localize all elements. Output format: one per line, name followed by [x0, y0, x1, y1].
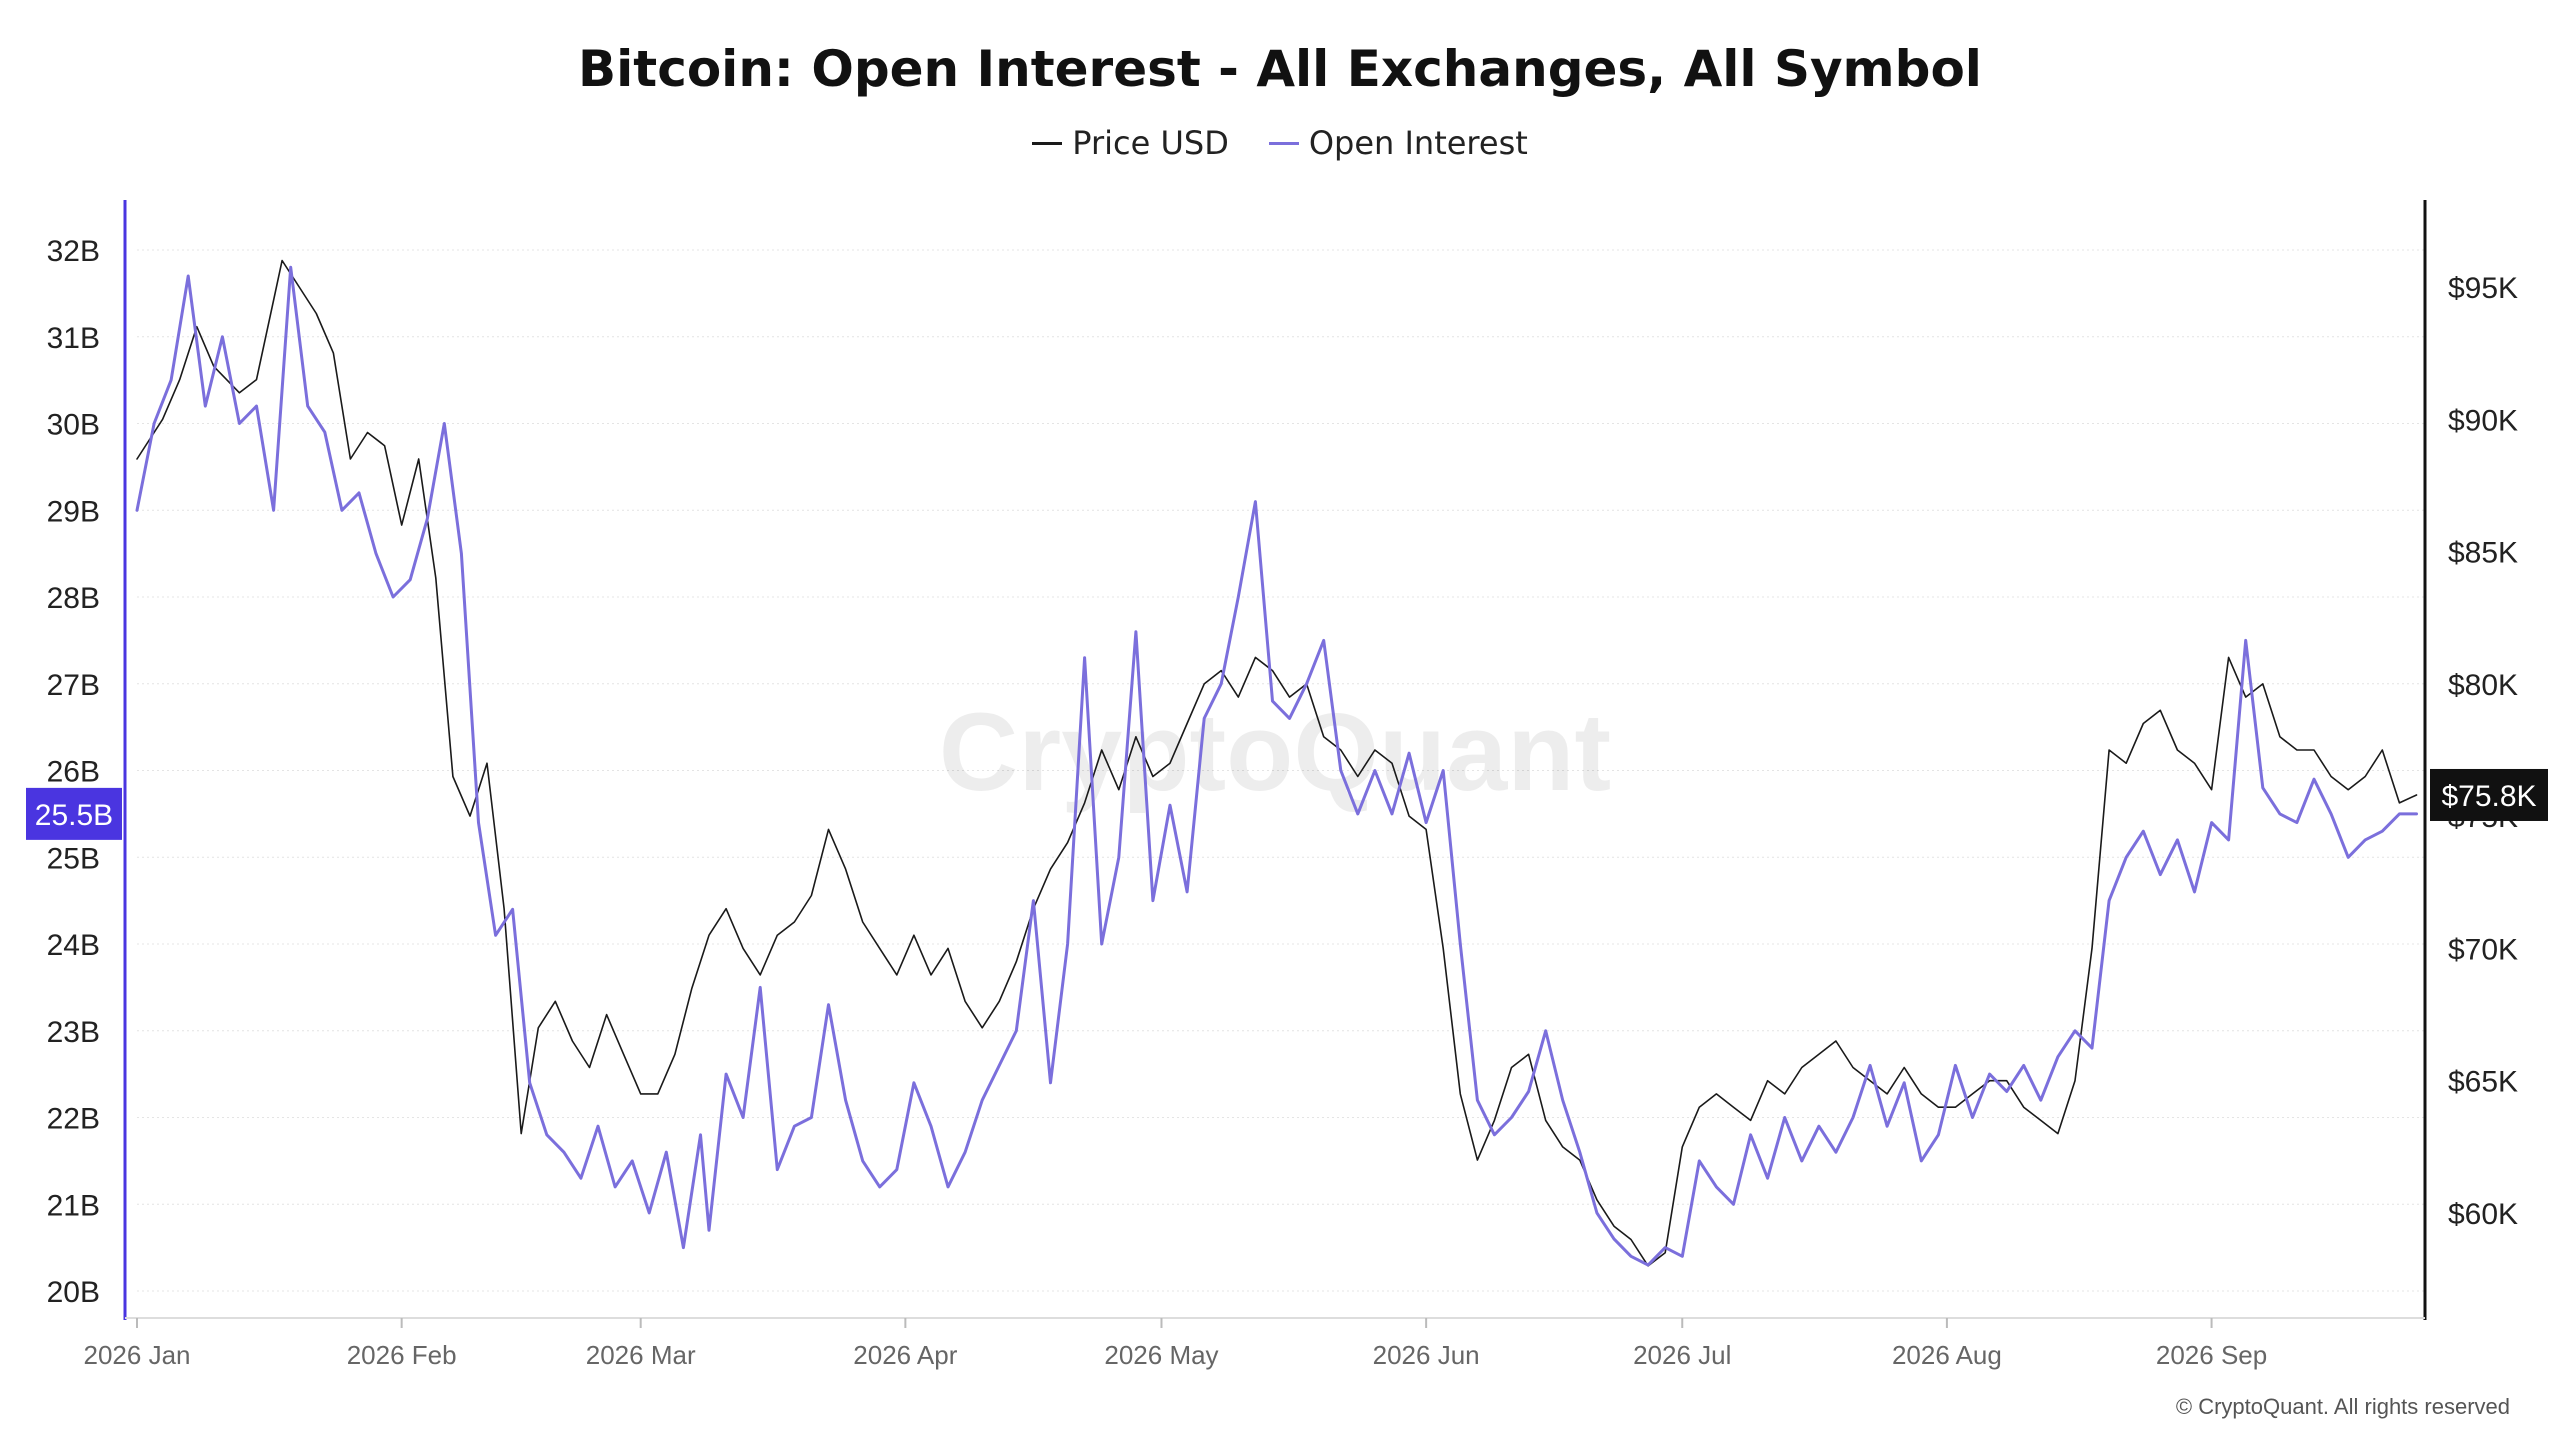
right-tick-label: $65K — [2448, 1066, 2518, 1099]
open-interest-line — [135, 265, 2418, 1267]
right-tick-label: $90K — [2448, 404, 2518, 437]
left-tick-label: 29B — [47, 495, 100, 528]
series-layer — [135, 259, 2418, 1267]
right-current-badge-bg — [2430, 768, 2548, 821]
left-tick-label: 32B — [47, 235, 100, 268]
x-tick-label: 2026 May — [1104, 1340, 1218, 1370]
left-tick-label: 22B — [47, 1103, 100, 1136]
x-tick-label: 2026 Mar — [586, 1340, 696, 1370]
legend-swatch-price — [1032, 141, 1063, 145]
x-tick-label: 2026 Feb — [347, 1340, 457, 1370]
left-tick-label: 23B — [47, 1016, 100, 1049]
left-tick-label: 24B — [47, 929, 100, 962]
right-tick-label: $80K — [2448, 669, 2518, 702]
left-tick-label: 31B — [47, 322, 100, 355]
left-tick-label: 21B — [47, 1189, 100, 1222]
chart-title: Bitcoin: Open Interest - All Exchanges, … — [578, 40, 1982, 98]
legend: Price USD Open Interest — [0, 124, 2560, 162]
left-tick-label: 26B — [47, 756, 100, 789]
x-tick-label: 2026 Jan — [84, 1340, 191, 1370]
x-tick-label: 2026 Jul — [1633, 1340, 1731, 1370]
copyright-notice: © CryptoQuant. All rights reserved — [2175, 1394, 2510, 1419]
watermark: CryptoQuant — [939, 691, 1611, 814]
legend-label-open-interest: Open Interest — [1308, 124, 1528, 162]
x-tick-label: 2026 Sep — [2156, 1340, 2267, 1370]
price-usd-line — [136, 259, 2418, 1267]
legend-swatch-open-interest — [1268, 141, 1299, 145]
right-tick-label: $85K — [2448, 537, 2518, 570]
left-tick-label: 25B — [47, 842, 100, 875]
left-current-badge: 25.5B — [35, 799, 113, 832]
legend-item-open-interest[interactable]: Open Interest — [1268, 124, 1528, 162]
legend-item-price[interactable]: Price USD — [1032, 124, 1229, 162]
left-current-badge-bg — [26, 787, 122, 840]
right-tick-label: $70K — [2448, 933, 2518, 966]
right-tick-label: $95K — [2448, 272, 2518, 305]
x-tick-label: 2026 Apr — [853, 1340, 957, 1370]
left-tick-label: 20B — [47, 1276, 100, 1309]
x-tick-label: 2026 Aug — [1892, 1340, 2002, 1370]
left-tick-label: 28B — [47, 582, 100, 615]
grid-layer — [137, 249, 2425, 1292]
axes-layer: 20B 21B 22B 23B 24B 25B 26B 27B 28B 29B 30B 31B 32B $… — [47, 200, 2518, 1370]
legend-label-price: Price USD — [1072, 124, 1229, 162]
x-tick-label: 2026 Jun — [1373, 1340, 1480, 1370]
right-current-badge: $75.8K — [2441, 780, 2536, 813]
left-tick-label: 30B — [47, 409, 100, 442]
left-tick-label: 27B — [47, 669, 100, 702]
label-layer: 25.5B $75.8K — [26, 768, 2548, 840]
right-tick-label: $60K — [2448, 1198, 2518, 1231]
